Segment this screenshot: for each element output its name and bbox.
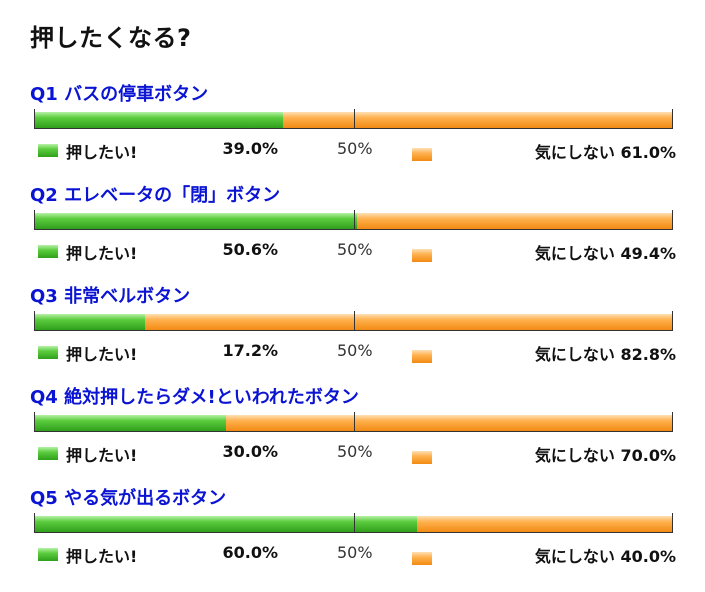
stacked-bar: [34, 210, 673, 230]
legend-swatch-yes: [38, 144, 58, 157]
legend-row: 押したい! 17.2% 50% 気にしない 82.8%: [0, 341, 705, 365]
bar-segment-yes: [35, 213, 357, 229]
bar-segment-no: [283, 112, 672, 128]
question-block-q4: Q4 絶対押したらダメ!といわれたボタン押したい! 30.0% 50% 気にしない 7…: [0, 383, 705, 483]
yes-percent: 17.2%: [222, 341, 278, 360]
midpoint-label: 50%: [337, 543, 373, 562]
stacked-bar: [34, 311, 673, 331]
question-title: Q5 やる気が出るボタン: [30, 488, 227, 509]
legend-swatch-no: [412, 249, 432, 262]
bar-segment-yes: [35, 112, 283, 128]
stacked-bar: [34, 513, 673, 533]
midpoint-label: 50%: [337, 341, 373, 360]
legend-swatch-no: [412, 148, 432, 161]
no-percent: 70.0%: [620, 446, 676, 465]
legend-row: 押したい! 50.6% 50% 気にしない 49.4%: [0, 240, 705, 264]
question-block-q1: Q1 バスの停車ボタン押したい! 39.0% 50% 気にしない 61.0%: [0, 80, 705, 180]
legend-row: 押したい! 30.0% 50% 気にしない 70.0%: [0, 442, 705, 466]
bar-segment-no: [417, 516, 672, 532]
legend-row: 押したい! 60.0% 50% 気にしない 40.0%: [0, 543, 705, 567]
yes-percent: 60.0%: [222, 543, 278, 562]
legend-label-no: 気にしない: [534, 446, 615, 465]
legend-no-with-percent: 気にしない 82.8%: [535, 341, 676, 365]
yes-percent: 50.6%: [222, 240, 278, 259]
question-title: Q1 バスの停車ボタン: [30, 84, 209, 105]
legend-swatch-no: [412, 350, 432, 363]
legend-label-yes: 押したい!: [66, 446, 138, 465]
midpoint-tick: [354, 109, 355, 128]
legend-row: 押したい! 39.0% 50% 気にしない 61.0%: [0, 139, 705, 163]
stacked-bar: [34, 412, 673, 432]
no-percent: 49.4%: [620, 244, 676, 263]
legend-label-no: 気にしない: [534, 547, 615, 566]
legend-swatch-yes: [38, 245, 58, 258]
no-percent: 61.0%: [620, 143, 676, 162]
no-percent: 40.0%: [620, 547, 676, 566]
legend-label-yes: 押したい!: [66, 547, 138, 566]
midpoint-label: 50%: [337, 139, 373, 158]
midpoint-label: 50%: [337, 240, 373, 259]
bar-segment-yes: [35, 314, 145, 330]
legend-swatch-yes: [38, 447, 58, 460]
legend-swatch-yes: [38, 346, 58, 359]
midpoint-tick: [354, 513, 355, 532]
legend-label-no: 気にしない: [534, 244, 615, 263]
legend-swatch-no: [412, 451, 432, 464]
yes-percent: 39.0%: [222, 139, 278, 158]
legend-no-with-percent: 気にしない 70.0%: [535, 442, 676, 466]
page-title: 押したくなる?: [30, 24, 192, 52]
question-title: Q4 絶対押したらダメ!といわれたボタン: [30, 387, 359, 408]
legend-label-no: 気にしない: [534, 345, 615, 364]
legend-label-yes: 押したい!: [66, 143, 138, 162]
bar-segment-yes: [35, 516, 417, 532]
question-title: Q2 エレベータの「閉」ボタン: [30, 185, 281, 206]
legend-no-with-percent: 気にしない 49.4%: [535, 240, 676, 264]
bar-segment-no: [357, 213, 672, 229]
legend-swatch-no: [412, 552, 432, 565]
legend-label-yes: 押したい!: [66, 244, 138, 263]
legend-label-yes: 押したい!: [66, 345, 138, 364]
bar-segment-no: [145, 314, 672, 330]
question-block-q2: Q2 エレベータの「閉」ボタン押したい! 50.6% 50% 気にしない 49.4%: [0, 181, 705, 281]
midpoint-tick: [354, 210, 355, 229]
bar-segment-yes: [35, 415, 226, 431]
midpoint-tick: [354, 412, 355, 431]
legend-label-no: 気にしない: [534, 143, 615, 162]
bar-segment-no: [226, 415, 672, 431]
stacked-bar: [34, 109, 673, 129]
midpoint-label: 50%: [337, 442, 373, 461]
midpoint-tick: [354, 311, 355, 330]
question-block-q5: Q5 やる気が出るボタン押したい! 60.0% 50% 気にしない 40.0%: [0, 484, 705, 584]
legend-no-with-percent: 気にしない 61.0%: [535, 139, 676, 163]
yes-percent: 30.0%: [222, 442, 278, 461]
no-percent: 82.8%: [620, 345, 676, 364]
legend-no-with-percent: 気にしない 40.0%: [535, 543, 676, 567]
question-title: Q3 非常ベルボタン: [30, 286, 191, 307]
legend-swatch-yes: [38, 548, 58, 561]
question-block-q3: Q3 非常ベルボタン押したい! 17.2% 50% 気にしない 82.8%: [0, 282, 705, 382]
